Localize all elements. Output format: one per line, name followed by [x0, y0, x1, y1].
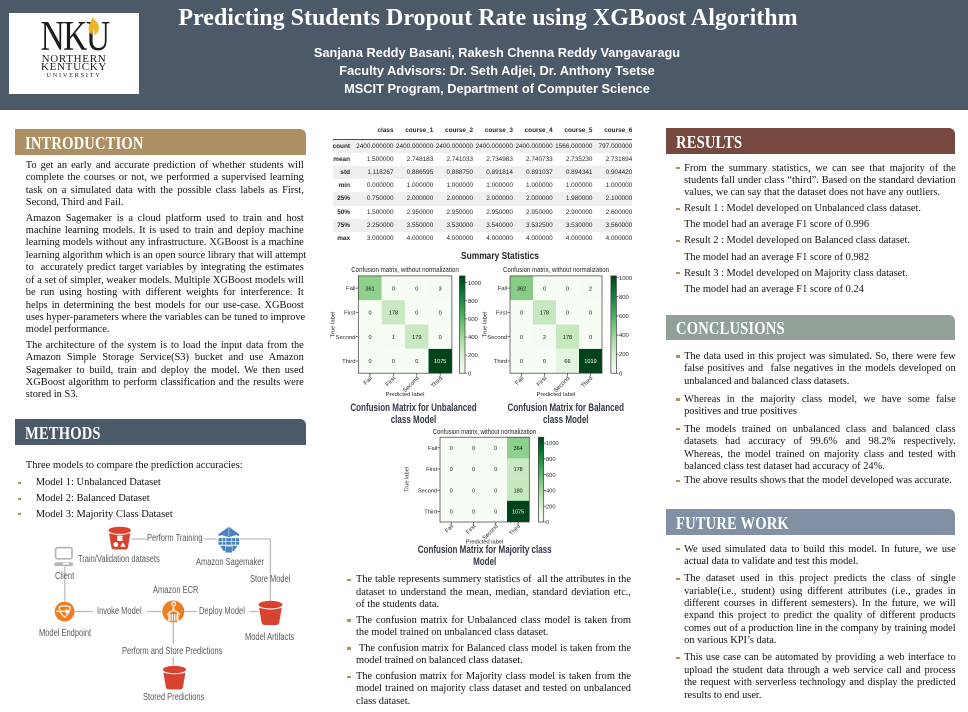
svg-text:True label: True label — [331, 312, 337, 338]
svg-text:178: 178 — [540, 311, 549, 317]
svg-text:0: 0 — [415, 286, 418, 292]
svg-text:0: 0 — [494, 510, 497, 516]
svg-text:First: First — [465, 523, 477, 535]
svg-text:178: 178 — [514, 467, 523, 473]
svg-text:0: 0 — [546, 520, 549, 526]
svg-text:0: 0 — [494, 467, 497, 473]
svg-text:200: 200 — [468, 353, 479, 359]
svg-text:1075: 1075 — [434, 359, 446, 365]
svg-text:Third: Third — [342, 359, 355, 365]
svg-text:Confusion matrix, without norm: Confusion matrix, without normalization — [351, 265, 459, 274]
svg-text:First: First — [344, 311, 356, 317]
svg-text:0: 0 — [472, 510, 475, 516]
svg-text:400: 400 — [468, 335, 479, 341]
svg-text:Third: Third — [494, 359, 507, 365]
svg-text:800: 800 — [619, 295, 630, 301]
svg-text:1075: 1075 — [512, 510, 524, 516]
svg-text:1: 1 — [392, 335, 395, 341]
svg-text:362: 362 — [517, 286, 526, 292]
svg-text:0: 0 — [368, 335, 371, 341]
svg-text:400: 400 — [619, 333, 630, 339]
svg-text:Predicted label: Predicted label — [466, 540, 504, 546]
svg-text:0: 0 — [520, 335, 523, 341]
svg-text:0: 0 — [589, 311, 592, 317]
svg-text:Fail: Fail — [514, 376, 525, 387]
svg-text:0: 0 — [468, 371, 472, 377]
svg-text:0: 0 — [472, 467, 475, 473]
svg-text:True label: True label — [483, 312, 489, 338]
svg-text:0: 0 — [450, 467, 453, 473]
svg-text:0: 0 — [589, 335, 592, 341]
svg-text:0: 0 — [415, 359, 418, 365]
svg-text:0: 0 — [392, 359, 395, 365]
svg-text:0: 0 — [520, 359, 523, 365]
svg-text:Confusion matrix, without norm: Confusion matrix, without normalization — [433, 427, 536, 436]
svg-text:179: 179 — [412, 335, 421, 341]
svg-text:200: 200 — [619, 352, 630, 358]
svg-text:0: 0 — [543, 359, 546, 365]
svg-text:180: 180 — [514, 488, 523, 494]
svg-text:Third: Third — [424, 510, 437, 516]
svg-text:600: 600 — [546, 473, 556, 479]
svg-text:364: 364 — [514, 446, 523, 452]
svg-text:400: 400 — [546, 489, 556, 495]
svg-text:800: 800 — [546, 457, 556, 463]
svg-text:Fail: Fail — [428, 446, 437, 452]
svg-text:Second: Second — [336, 335, 356, 341]
svg-text:0: 0 — [520, 311, 523, 317]
svg-text:1019: 1019 — [584, 359, 596, 365]
svg-text:0: 0 — [472, 488, 475, 494]
svg-text:Third: Third — [509, 524, 522, 537]
svg-text:178: 178 — [563, 335, 572, 341]
svg-text:1000: 1000 — [468, 281, 482, 287]
svg-text:0: 0 — [566, 286, 569, 292]
svg-text:Predicted label: Predicted label — [386, 392, 425, 398]
svg-text:Fail: Fail — [498, 286, 508, 292]
svg-text:0: 0 — [450, 488, 453, 494]
svg-text:600: 600 — [468, 317, 479, 323]
svg-text:0: 0 — [450, 510, 453, 516]
svg-text:0: 0 — [619, 371, 623, 377]
svg-text:66: 66 — [564, 359, 570, 365]
svg-text:0: 0 — [566, 311, 569, 317]
svg-text:800: 800 — [468, 299, 479, 305]
svg-text:Fail: Fail — [444, 524, 455, 535]
svg-text:0: 0 — [368, 359, 371, 365]
svg-text:0: 0 — [415, 311, 418, 317]
svg-text:3: 3 — [439, 286, 442, 292]
svg-text:Fail: Fail — [363, 376, 374, 387]
svg-text:600: 600 — [619, 314, 630, 320]
svg-text:0: 0 — [494, 488, 497, 494]
svg-text:200: 200 — [546, 504, 556, 510]
svg-text:0: 0 — [439, 335, 442, 341]
svg-text:0: 0 — [543, 286, 546, 292]
svg-text:Second: Second — [487, 335, 507, 341]
svg-text:0: 0 — [392, 286, 395, 292]
svg-text:First: First — [496, 311, 508, 317]
svg-text:True label: True label — [405, 467, 411, 492]
svg-text:0: 0 — [450, 446, 453, 452]
svg-text:1000: 1000 — [619, 276, 633, 282]
svg-text:0: 0 — [368, 311, 371, 317]
svg-text:First: First — [426, 467, 437, 473]
svg-text:Predicted label: Predicted label — [537, 392, 576, 398]
svg-text:Confusion matrix, without norm: Confusion matrix, without normalization — [503, 265, 609, 274]
svg-text:Second: Second — [418, 488, 437, 494]
svg-text:0: 0 — [494, 446, 497, 452]
svg-text:1000: 1000 — [546, 441, 559, 447]
svg-text:2: 2 — [543, 335, 546, 341]
svg-text:2: 2 — [589, 286, 592, 292]
svg-text:178: 178 — [389, 311, 398, 317]
svg-text:0: 0 — [439, 311, 442, 317]
svg-text:361: 361 — [365, 286, 374, 292]
svg-text:Fail: Fail — [346, 286, 356, 292]
svg-text:0: 0 — [472, 446, 475, 452]
